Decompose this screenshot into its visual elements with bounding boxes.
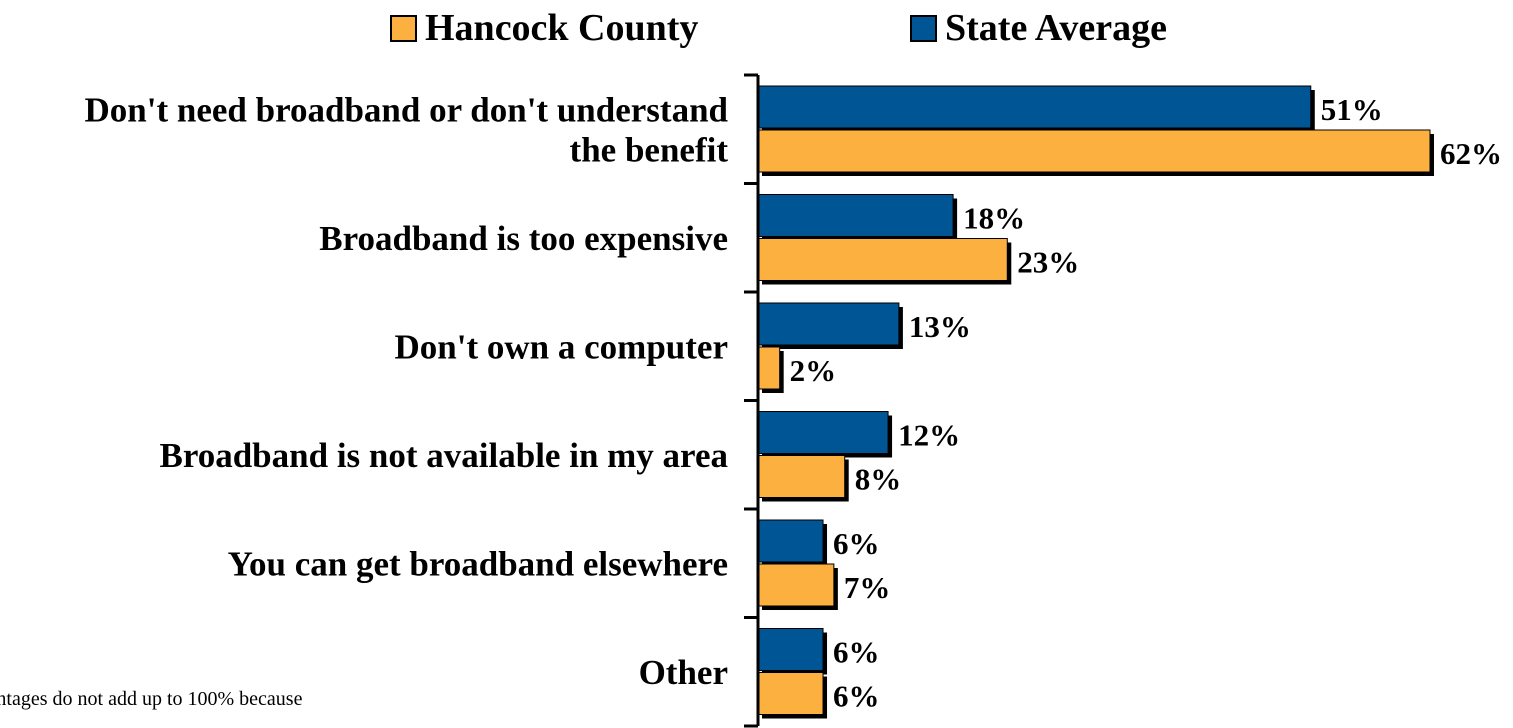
category-label: Don't need broadband or don't understand… bbox=[85, 90, 729, 169]
bar-hancock bbox=[757, 346, 781, 390]
category-label-line: Don't need broadband or don't understand bbox=[85, 90, 729, 129]
bar-hancock bbox=[757, 672, 824, 715]
bar-hancock bbox=[757, 238, 1008, 281]
data-label-state: 6% bbox=[833, 635, 880, 670]
bar-state bbox=[757, 302, 900, 346]
category-label-line: Broadband is not available in my area bbox=[159, 436, 728, 475]
category-label: You can get broadband elsewhere bbox=[228, 544, 728, 583]
data-label-hancock: 6% bbox=[833, 679, 880, 714]
bar-state bbox=[757, 519, 824, 563]
category-label-line: Don't own a computer bbox=[395, 327, 728, 366]
bar-hancock bbox=[757, 563, 835, 607]
category-label-line: the benefit bbox=[570, 130, 729, 169]
legend-label-state: State Average bbox=[945, 7, 1167, 49]
category-label: Other bbox=[639, 653, 728, 692]
bar-state bbox=[757, 194, 954, 237]
legend-swatch-state bbox=[910, 14, 937, 42]
bar-hancock bbox=[757, 129, 1431, 173]
category-label: Broadband is not available in my area bbox=[159, 436, 728, 475]
category-label-line: You can get broadband elsewhere bbox=[228, 544, 728, 583]
legend: Hancock County State Average bbox=[0, 6, 1513, 50]
bar-state bbox=[757, 628, 824, 671]
data-label-state: 12% bbox=[898, 418, 960, 453]
data-label-hancock: 2% bbox=[790, 353, 837, 388]
category-label: Broadband is too expensive bbox=[319, 219, 728, 258]
data-label-hancock: 8% bbox=[855, 462, 902, 497]
data-label-hancock: 23% bbox=[1017, 245, 1079, 280]
bar-hancock bbox=[757, 455, 846, 498]
data-label-hancock: 7% bbox=[844, 570, 891, 605]
data-label-state: 13% bbox=[909, 309, 971, 344]
legend-item-state: State Average bbox=[910, 6, 1167, 50]
category-label-line: Broadband is too expensive bbox=[319, 219, 728, 258]
data-label-state: 6% bbox=[833, 526, 880, 561]
data-label-state: 18% bbox=[963, 201, 1025, 236]
data-label-hancock: 62% bbox=[1440, 136, 1502, 171]
bar-state bbox=[757, 411, 889, 454]
legend-item-hancock: Hancock County bbox=[390, 6, 698, 50]
category-label: Don't own a computer bbox=[395, 327, 728, 366]
bar-state bbox=[757, 85, 1312, 129]
footnote: Percentages do not add up to 100% becaus… bbox=[0, 688, 303, 710]
category-label-line: Other bbox=[639, 653, 728, 692]
data-label-state: 51% bbox=[1321, 92, 1383, 127]
legend-swatch-hancock bbox=[390, 14, 417, 42]
legend-label-hancock: Hancock County bbox=[425, 7, 699, 49]
